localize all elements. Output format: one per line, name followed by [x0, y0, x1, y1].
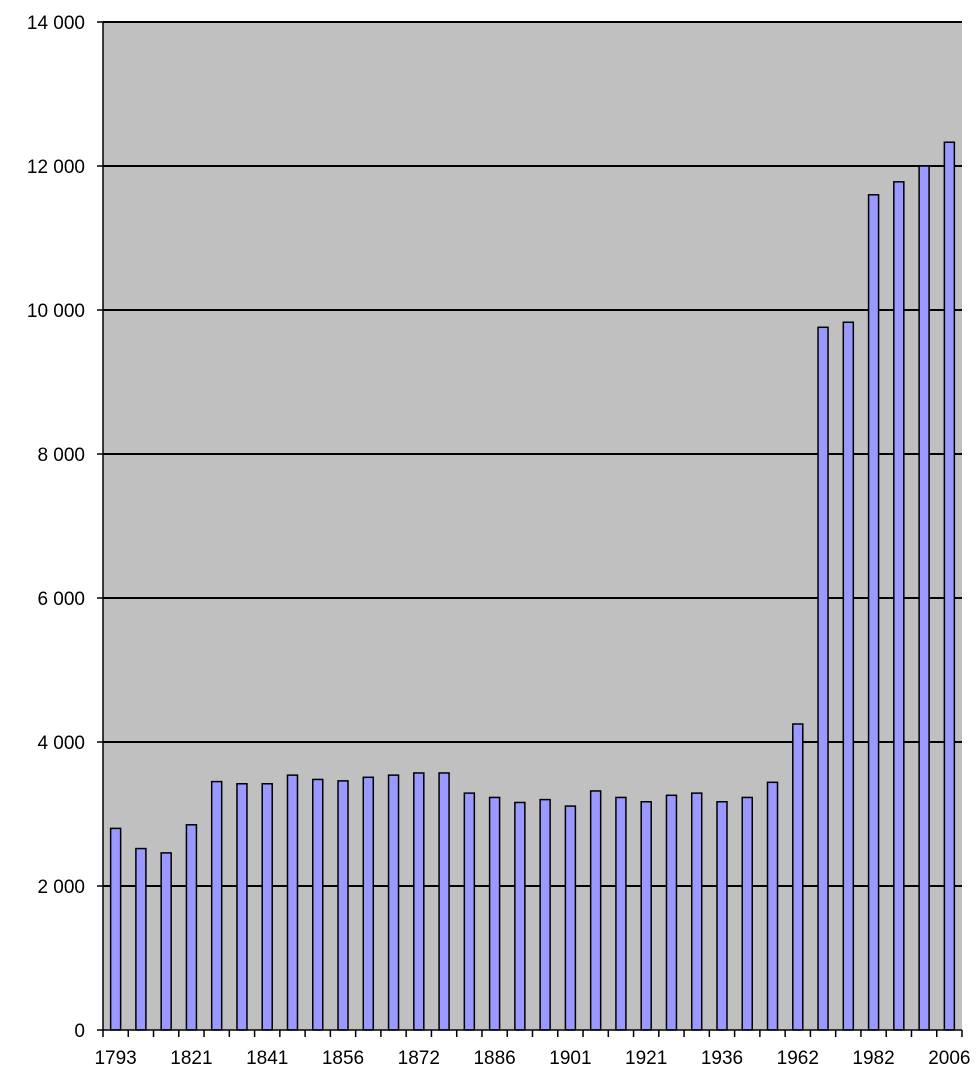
x-tick-label-1962: 1962	[777, 1048, 819, 1069]
x-tick-label-1856: 1856	[322, 1048, 364, 1069]
y-tick-label-5: 10 000	[27, 301, 85, 322]
x-tick-label-1921: 1921	[625, 1048, 667, 1069]
bar-1962	[792, 723, 804, 1031]
bar-1856	[337, 780, 349, 1031]
y-tick-label-7: 14 000	[27, 13, 85, 34]
bar-1806	[160, 852, 172, 1031]
bar-1800	[135, 847, 147, 1031]
bar-1954	[766, 781, 779, 1031]
bar-1881	[463, 792, 476, 1031]
bar-1836	[236, 783, 248, 1031]
gridlines	[103, 21, 962, 887]
bar-1921	[640, 801, 652, 1031]
bar-1841	[261, 783, 273, 1031]
x-tick-label-1982: 1982	[852, 1048, 894, 1069]
bar-2006	[943, 141, 956, 1031]
x-tick-label-1901: 1901	[549, 1048, 591, 1069]
bar-1851	[312, 778, 324, 1031]
y-tick-label-6: 12 000	[27, 157, 85, 178]
x-tick-label-1936: 1936	[701, 1048, 743, 1069]
bar-1975	[842, 321, 855, 1031]
bar-1886	[488, 796, 501, 1031]
y-tick-label-1: 2 000	[37, 877, 85, 898]
y-tick-label-2: 4 000	[37, 733, 85, 754]
bar-1831	[210, 780, 223, 1031]
bar-1990	[893, 181, 905, 1031]
bar-1846	[286, 774, 299, 1031]
bar-1999	[918, 165, 930, 1031]
x-tick-label-1793: 1793	[94, 1048, 136, 1069]
x-tick-label-1821: 1821	[170, 1048, 212, 1069]
bar-1876	[438, 772, 450, 1031]
y-tick-labels: 0 2 000 4 000 6 000 8 000 10 000 12 000 14 000	[27, 13, 85, 1042]
bar-1793	[109, 827, 122, 1031]
bar-1936	[716, 801, 728, 1031]
x-tick-label-1886: 1886	[473, 1048, 515, 1069]
x-tick-label-1872: 1872	[398, 1048, 440, 1069]
bar-1911	[615, 796, 627, 1031]
plot-area	[103, 22, 962, 1030]
y-tick-label-3: 6 000	[37, 589, 85, 610]
bar-1866	[387, 774, 400, 1031]
axes	[97, 21, 963, 1037]
bar-1891	[514, 801, 526, 1031]
bar-1906	[589, 790, 602, 1031]
bar-1931	[690, 792, 703, 1031]
y-tick-label-0: 0	[74, 1021, 85, 1042]
x-tick-label-1841: 1841	[246, 1048, 288, 1069]
y-tick-label-4: 8 000	[37, 445, 85, 466]
bar-1861	[362, 776, 375, 1031]
bar-1946	[741, 796, 753, 1031]
x-tick-labels: 1793 1821 1841 1856 1872 1886 1901 1921 1936 1962…	[94, 1048, 970, 1069]
bar-1896	[539, 798, 551, 1031]
bar-1872	[413, 772, 425, 1031]
bar-1926	[665, 794, 678, 1031]
x-tick-label-2006: 2006	[928, 1048, 970, 1069]
bar-1968	[817, 326, 829, 1031]
bar-1821	[185, 824, 198, 1031]
bar-1982	[867, 194, 880, 1031]
bar-1901	[564, 805, 577, 1031]
